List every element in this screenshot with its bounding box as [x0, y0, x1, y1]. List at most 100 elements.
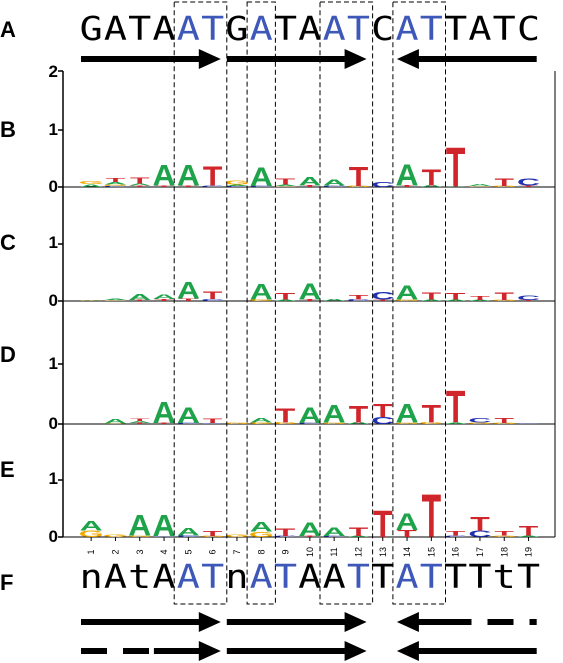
y-tick-label: 1	[49, 354, 58, 373]
logo-letter-a: A	[250, 416, 274, 424]
logo-letter-a: A	[396, 399, 419, 429]
logo-letter-t: T	[179, 185, 199, 187]
sequence-letter: A	[468, 9, 491, 48]
logo-letter-c: C	[444, 535, 467, 537]
logo-panel-c: GA GA TA TA TA CT GA AT TA A CT TC GA AT AT AT GT TC	[79, 277, 541, 305]
logo-letter-t: T	[179, 298, 199, 302]
logo-letter-g: G	[492, 300, 517, 302]
logo-letter-a: A	[128, 293, 151, 302]
logo-letter-a: A	[80, 183, 103, 188]
logo-letter-t: T	[446, 291, 466, 301]
logo-letter-g: G	[395, 422, 420, 424]
logo-letter-a: A	[128, 509, 151, 543]
sequence-letter: T	[201, 557, 224, 596]
sequence-letter: A	[298, 557, 321, 596]
logo-letter-a: A	[80, 300, 103, 301]
logo-letter-c: C	[371, 180, 394, 188]
position-number: 10	[305, 547, 315, 557]
position-number: 11	[329, 547, 339, 556]
logo-letter-t: T	[349, 293, 369, 300]
logo-letter-t: T	[397, 185, 417, 188]
y-tick-label: 0	[49, 177, 58, 196]
position-number: 7	[232, 549, 242, 554]
logo-letter-a: A	[274, 184, 297, 186]
panel-label-f: F	[0, 570, 13, 595]
y-tick-label: 0	[49, 291, 58, 310]
y-axis-labels: 2 1 0 1 0 1 0 1 0	[49, 62, 58, 546]
logo-letter-t: T	[349, 400, 368, 427]
direction-arrows	[81, 49, 537, 661]
logo-letter-g: G	[127, 535, 152, 537]
highlight-box	[173, 1, 228, 605]
sequence-letter: T	[493, 9, 516, 48]
position-number: 13	[378, 547, 388, 557]
logo-letter-t: T	[300, 185, 320, 188]
logo-letter-t: T	[154, 423, 174, 425]
logo-letter-t: T	[446, 530, 466, 537]
sequence-letter: n	[225, 557, 248, 596]
logo-letter-t: T	[130, 300, 150, 302]
logo-letter-a: A	[104, 181, 127, 185]
arrow-head-right	[344, 641, 367, 661]
logo-letter-a: A	[396, 282, 419, 304]
logo-letter-a: A	[250, 520, 273, 535]
logo-letter-c: C	[274, 536, 297, 538]
logo-letter-t: T	[106, 177, 126, 183]
logo-letter-g: G	[468, 186, 493, 187]
logo-letter-a: A	[444, 299, 467, 301]
sequence-letter: T	[444, 557, 467, 596]
logo-letter-t: T	[494, 416, 514, 424]
sequence-letter: A	[396, 557, 419, 596]
logo-letter-t: T	[203, 289, 223, 302]
logo-letter-t: T	[349, 525, 369, 538]
logo-letter-c: C	[201, 423, 224, 424]
logo-letter-c: C	[201, 185, 224, 187]
logo-letter-t: T	[130, 176, 150, 185]
highlight-box	[246, 1, 276, 605]
logo-letter-c: C	[201, 298, 224, 301]
panel-label-e: E	[0, 457, 15, 482]
logo-letter-a: A	[347, 422, 370, 425]
position-number: 1	[86, 549, 96, 554]
logo-letter-c: C	[177, 423, 200, 425]
sequence-letter: t	[493, 557, 516, 596]
logo-letter-a: A	[420, 185, 443, 188]
logo-letter-c: C	[225, 186, 248, 188]
sequence-letter: T	[347, 9, 370, 48]
logo-letter-t: T	[300, 536, 320, 538]
sequence-letter: A	[177, 9, 200, 48]
logo-letter-c: C	[468, 529, 491, 539]
highlight-box	[392, 1, 446, 605]
y-tick-label: 1	[49, 120, 58, 139]
logo-letter-a: A	[80, 518, 103, 533]
logo-letter-t: T	[130, 417, 150, 422]
logo-letter-g: G	[468, 422, 493, 424]
sequence-letter: T	[468, 557, 491, 596]
logo-letter-a: A	[420, 299, 443, 301]
logo-letter-a: A	[298, 518, 321, 540]
sequence-letter: A	[323, 9, 346, 48]
position-number: 4	[159, 549, 169, 554]
panel-label-b: B	[0, 117, 16, 142]
logo-letter-t: T	[494, 530, 514, 537]
position-number: 5	[183, 549, 193, 554]
logo-letter-c: C	[517, 423, 540, 424]
logo-letter-t: T	[494, 290, 514, 303]
logo-letter-a: A	[444, 186, 467, 187]
sequence-letter: A	[104, 9, 127, 48]
logo-letter-t: T	[349, 162, 369, 192]
logo-letter-t: T	[373, 299, 393, 301]
panel-labels: A B C D E F	[0, 17, 16, 595]
logo-axes	[58, 70, 556, 541]
logo-letter-t: T	[519, 185, 539, 187]
logo-letter-c: C	[177, 535, 200, 538]
position-number: 6	[208, 549, 218, 554]
logo-letter-a: A	[225, 184, 248, 186]
logo-letter-a: A	[347, 536, 370, 538]
logo-letter-t: T	[203, 417, 223, 424]
logo-letter-a: A	[274, 299, 297, 301]
sequence-letter: T	[347, 557, 370, 596]
